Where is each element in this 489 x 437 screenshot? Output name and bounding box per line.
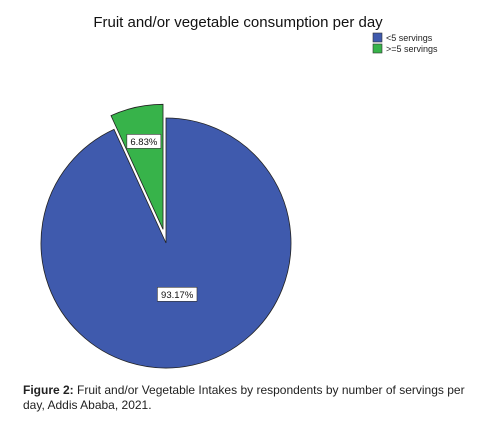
slice-value-text-1: 6.83%	[130, 137, 157, 148]
slice-value-box-0	[157, 286, 198, 302]
legend-label-5-or-more: >=5 servings	[386, 44, 438, 54]
slice-value-label-0: 93.17%	[157, 286, 198, 302]
pie-data-labels: 93.17% 6.83%	[126, 134, 198, 302]
pie-slices	[40, 103, 292, 369]
slice-value-label-1: 6.83%	[126, 134, 162, 149]
legend-swatch-5-or-more	[372, 43, 383, 54]
legend: <5 servings >=5 servings	[372, 32, 438, 54]
slice-value-box-1	[126, 134, 162, 149]
figure-caption: Figure 2: Fruit and/or Vegetable Intakes…	[23, 383, 478, 413]
caption-text: Fruit and/or Vegetable Intakes by respon…	[23, 383, 465, 412]
legend-swatch-less-than-5	[372, 32, 383, 43]
legend-label-less-than-5: <5 servings	[386, 33, 433, 43]
slice-value-text-0: 93.17%	[161, 290, 194, 301]
pie-slice-0	[40, 117, 292, 369]
chart-title: Fruit and/or vegetable consumption per d…	[93, 14, 383, 31]
caption-label: Figure 2:	[23, 383, 74, 397]
